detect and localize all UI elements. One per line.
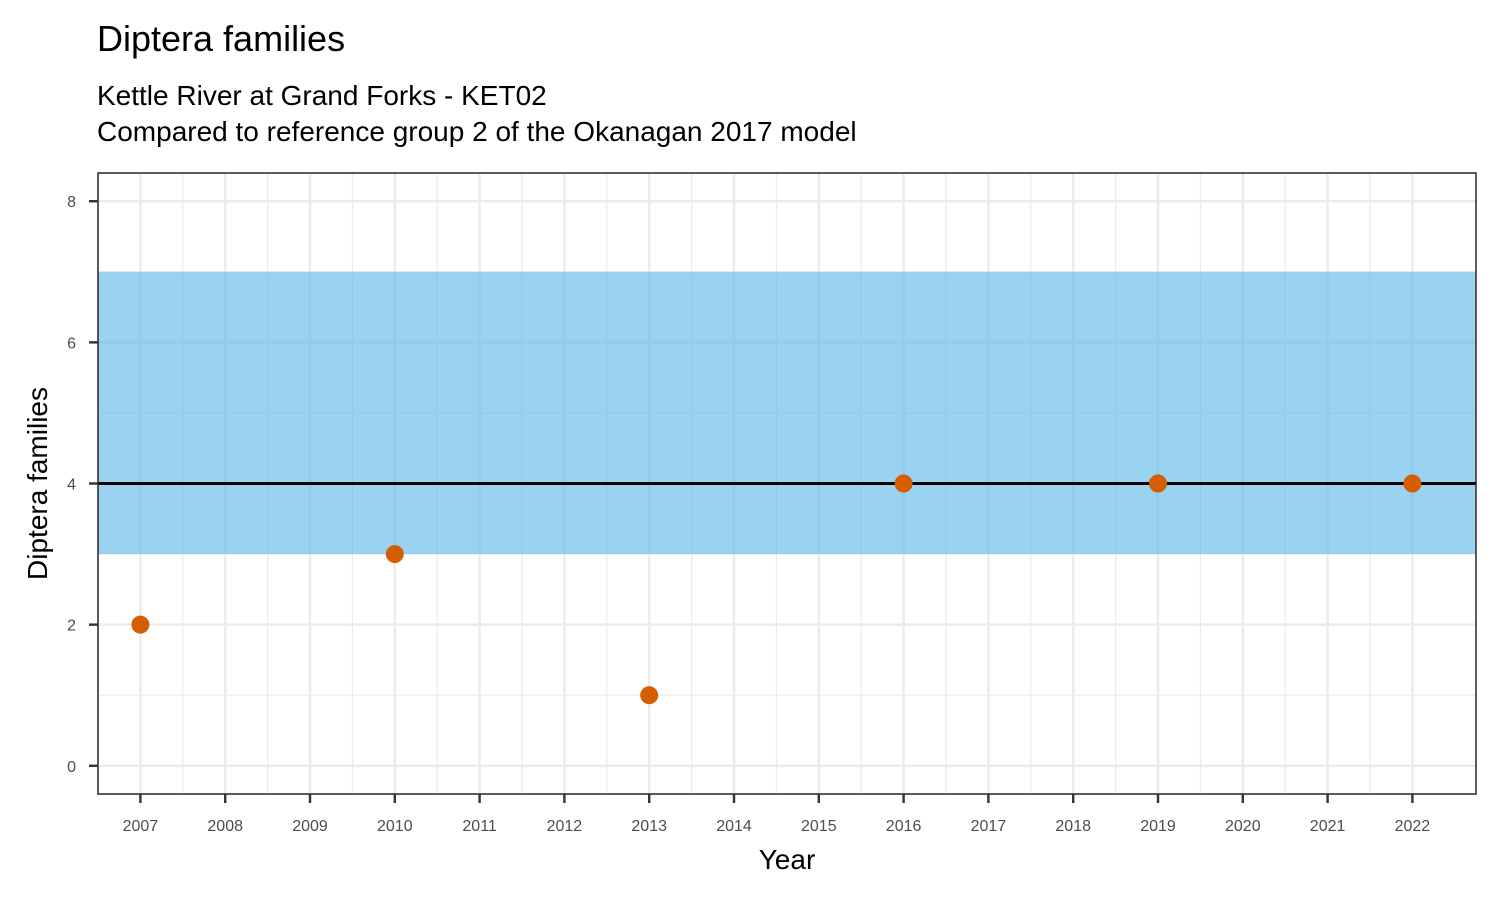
y-tick-label: 6 — [67, 335, 76, 352]
y-tick-label: 4 — [67, 477, 76, 494]
x-tick-label: 2017 — [971, 818, 1007, 835]
y-tick-label: 0 — [67, 759, 76, 776]
y-tick-label: 8 — [67, 194, 76, 211]
x-tick-label: 2021 — [1310, 818, 1346, 835]
y-tick-label: 2 — [67, 618, 76, 635]
data-point — [1149, 474, 1167, 493]
x-axis-ticks: 2007 2008 2009 2010 2011 2012 2013 2014 2015 2016… — [123, 794, 1431, 835]
chart-subtitle-line-2: Compared to reference group 2 of the Oka… — [97, 116, 857, 147]
reference-band — [98, 271, 1476, 555]
x-tick-label: 2009 — [292, 818, 328, 835]
x-tick-label: 2012 — [547, 818, 583, 835]
x-tick-label: 2019 — [1140, 818, 1176, 835]
x-tick-label: 2015 — [801, 818, 837, 835]
x-tick-label: 2011 — [462, 818, 497, 835]
x-tick-label: 2010 — [377, 818, 413, 835]
x-tick-label: 2022 — [1395, 818, 1431, 835]
x-tick-label: 2008 — [207, 818, 243, 835]
y-axis-ticks: 0 2 4 6 8 — [67, 194, 98, 776]
x-tick-label: 2014 — [716, 818, 752, 835]
data-point — [385, 545, 404, 564]
data-points — [131, 474, 1422, 705]
x-tick-label: 2016 — [886, 818, 922, 835]
data-point — [894, 474, 913, 493]
x-tick-label: 2007 — [123, 818, 159, 835]
x-tick-label: 2018 — [1055, 818, 1091, 835]
x-tick-label: 2020 — [1225, 818, 1261, 835]
chart-title: Diptera families — [97, 18, 346, 59]
data-point — [131, 615, 150, 634]
data-point — [1403, 474, 1422, 493]
y-axis-title: Diptera families — [22, 387, 53, 580]
x-tick-label: 2013 — [631, 818, 667, 835]
x-axis-title: Year — [759, 844, 816, 875]
data-point — [640, 686, 659, 705]
chart-subtitle-line-1: Kettle River at Grand Forks - KET02 — [97, 80, 547, 111]
